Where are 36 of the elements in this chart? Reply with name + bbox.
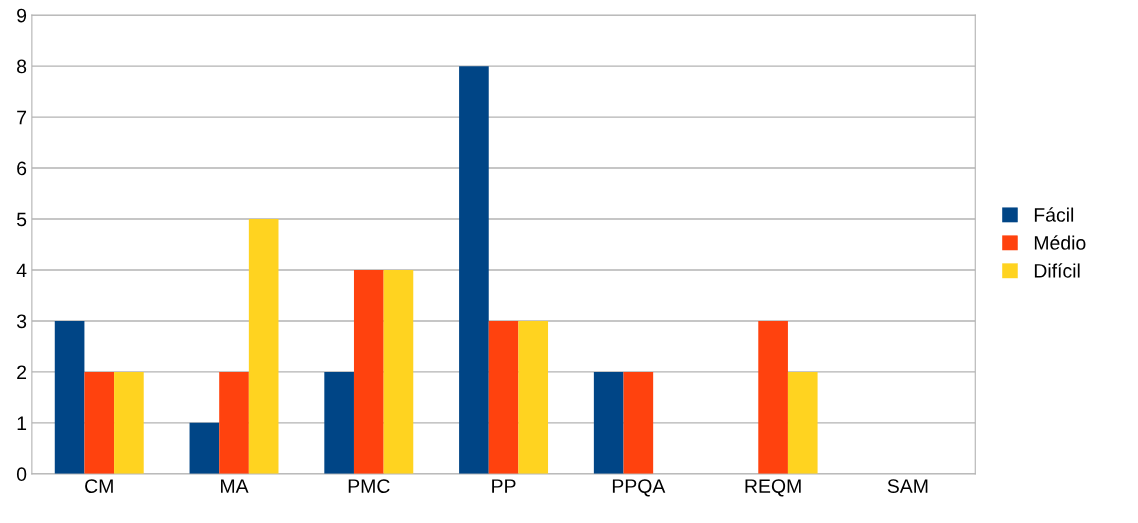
x-tick-label: SAM <box>887 479 928 493</box>
bar <box>324 371 354 474</box>
x-tick-label: CM <box>85 479 113 493</box>
y-tick-label: 7 <box>17 110 27 125</box>
y-tick-label: 2 <box>17 365 27 379</box>
bar <box>758 320 788 474</box>
y-tick-label: 3 <box>16 314 27 329</box>
bar <box>219 371 249 474</box>
bar <box>787 371 818 474</box>
bar <box>593 371 624 474</box>
x-tick-label: REQM <box>745 479 801 497</box>
bar <box>353 269 384 474</box>
x-tick-label: PP <box>492 479 516 493</box>
x-tick-label: PPQA <box>612 479 666 497</box>
bar <box>54 320 85 474</box>
y-tick-label: 0 <box>16 467 27 482</box>
bar <box>189 422 220 474</box>
y-tick-label: 4 <box>16 263 27 278</box>
legend-label: Médio <box>1034 235 1086 250</box>
bar <box>488 320 519 474</box>
bar <box>114 371 144 474</box>
bar <box>518 320 549 474</box>
bar <box>383 269 414 474</box>
x-tick-label: MA <box>221 479 249 493</box>
legend-label: Difícil <box>1034 263 1080 278</box>
bar <box>623 371 654 474</box>
bar <box>459 66 489 474</box>
y-tick-label: 6 <box>17 161 27 176</box>
y-tick-label: 8 <box>17 59 27 74</box>
y-tick-label: 5 <box>16 212 27 227</box>
x-tick-label: PMC <box>348 479 390 493</box>
legend-label: Fácil <box>1034 207 1074 222</box>
bar <box>248 219 279 474</box>
bar <box>84 371 115 474</box>
y-tick-label: 1 <box>17 416 27 430</box>
y-tick-label: 9 <box>17 8 27 23</box>
